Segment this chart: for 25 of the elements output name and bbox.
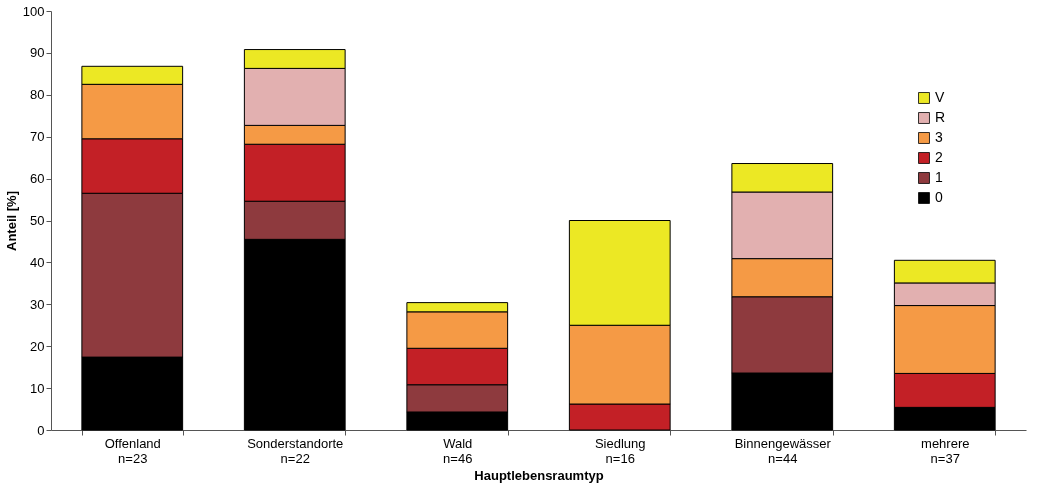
y-axis-title: Anteil [%] (3, 191, 19, 251)
x-tick-label: Siedlung n=16 (594, 435, 646, 466)
y-tick-label: 70 (30, 129, 45, 145)
x-tick-label: mehrere n=37 (921, 435, 970, 466)
x-axis-title: Hauptlebensraumtyp (474, 467, 604, 483)
legend-label: 2 (935, 149, 943, 165)
y-tick-label: 60 (30, 171, 45, 187)
legend-label: 3 (935, 129, 943, 145)
y-tick-label: 80 (30, 87, 45, 103)
y-tick-label: 50 (30, 213, 45, 228)
x-tick-label: Offenland n=23 (104, 435, 161, 466)
x-tick-label: Binnengewässer n=44 (734, 435, 832, 466)
x-tick-label: Sonderstandorte n=22 (247, 435, 344, 466)
y-tick-label: 100 (22, 3, 45, 19)
y-tick-label: 40 (30, 254, 45, 270)
legend-label: 1 (935, 169, 943, 185)
y-tick-label: 20 (30, 338, 45, 354)
y-tick-label: 0 (37, 422, 45, 438)
y-tick-label: 10 (30, 380, 45, 396)
y-tick-label: 90 (30, 45, 45, 61)
y-tick-label: 30 (30, 296, 45, 312)
x-tick-label: Wald n=46 (443, 435, 473, 466)
legend-label: R (935, 109, 946, 125)
legend-label: 0 (935, 189, 943, 205)
legend-label: V (935, 89, 945, 105)
